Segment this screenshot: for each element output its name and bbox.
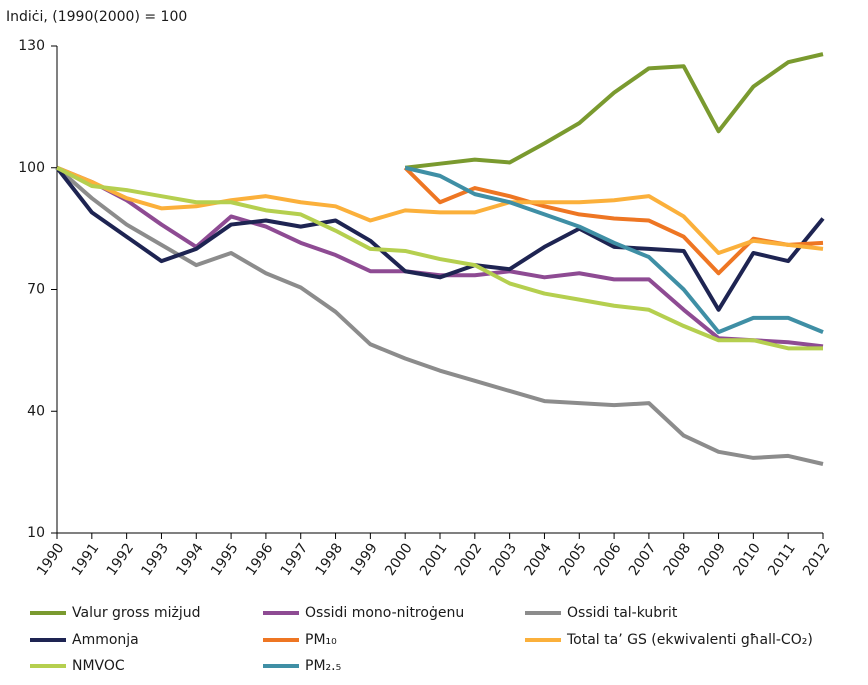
y-tick-label: 10 (27, 525, 45, 541)
x-tick-label: 1991 (69, 540, 103, 578)
legend-label: PM₁₀ (305, 632, 337, 648)
series-line (55, 166, 825, 312)
y-axis-label: Indiċi, (1990(2000) = 100 (6, 9, 187, 25)
x-tick-label: 1996 (243, 540, 277, 578)
series-line (56, 165, 823, 351)
y-tick-label: 70 (27, 282, 45, 298)
x-tick-label: 1993 (138, 540, 172, 578)
x-tick-label: 2001 (417, 540, 451, 578)
legend-label: PM₂.₅ (305, 658, 341, 674)
x-tick-label: 2009 (696, 540, 730, 578)
y-tick-label: 100 (18, 160, 45, 176)
x-tick-label: 2003 (487, 540, 521, 578)
x-tick-label: 2000 (382, 540, 416, 578)
legend-label: NMVOC (72, 658, 125, 674)
x-tick-label: 1998 (313, 540, 347, 578)
x-tick-label: 1999 (347, 540, 381, 578)
x-tick-label: 1992 (104, 540, 138, 578)
y-tick-label: 40 (27, 403, 45, 419)
series-line (56, 165, 824, 255)
x-tick-label: 1995 (208, 540, 242, 578)
x-tick-label: 2004 (521, 540, 555, 578)
x-tick-label: 2006 (591, 540, 625, 578)
series-line (404, 52, 824, 170)
series-line (55, 166, 824, 466)
x-tick-label: 2002 (452, 540, 486, 578)
x-tick-label: 2008 (661, 540, 695, 578)
x-tick-label: 2010 (730, 540, 764, 578)
x-tick-label: 2012 (800, 540, 834, 578)
legend-label: Ossidi mono-nitroġenu (305, 605, 464, 621)
legend-label: Ammonja (72, 632, 139, 648)
x-tick-label: 1990 (34, 540, 68, 578)
series-line (403, 166, 824, 276)
y-tick-label: 130 (18, 38, 45, 54)
x-tick-label: 2007 (626, 540, 660, 578)
x-tick-label: 1994 (173, 540, 207, 578)
x-tick-label: 1997 (278, 540, 312, 578)
x-tick-label: 2005 (556, 540, 590, 578)
legend-label: Total ta’ GS (ekwivalenti għall-CO₂) (566, 632, 813, 648)
legend-label: Valur gross miżjud (72, 605, 201, 621)
series-line (404, 165, 824, 335)
x-tick-label: 2011 (765, 540, 799, 578)
legend-label: Ossidi tal-kubrit (567, 605, 678, 621)
